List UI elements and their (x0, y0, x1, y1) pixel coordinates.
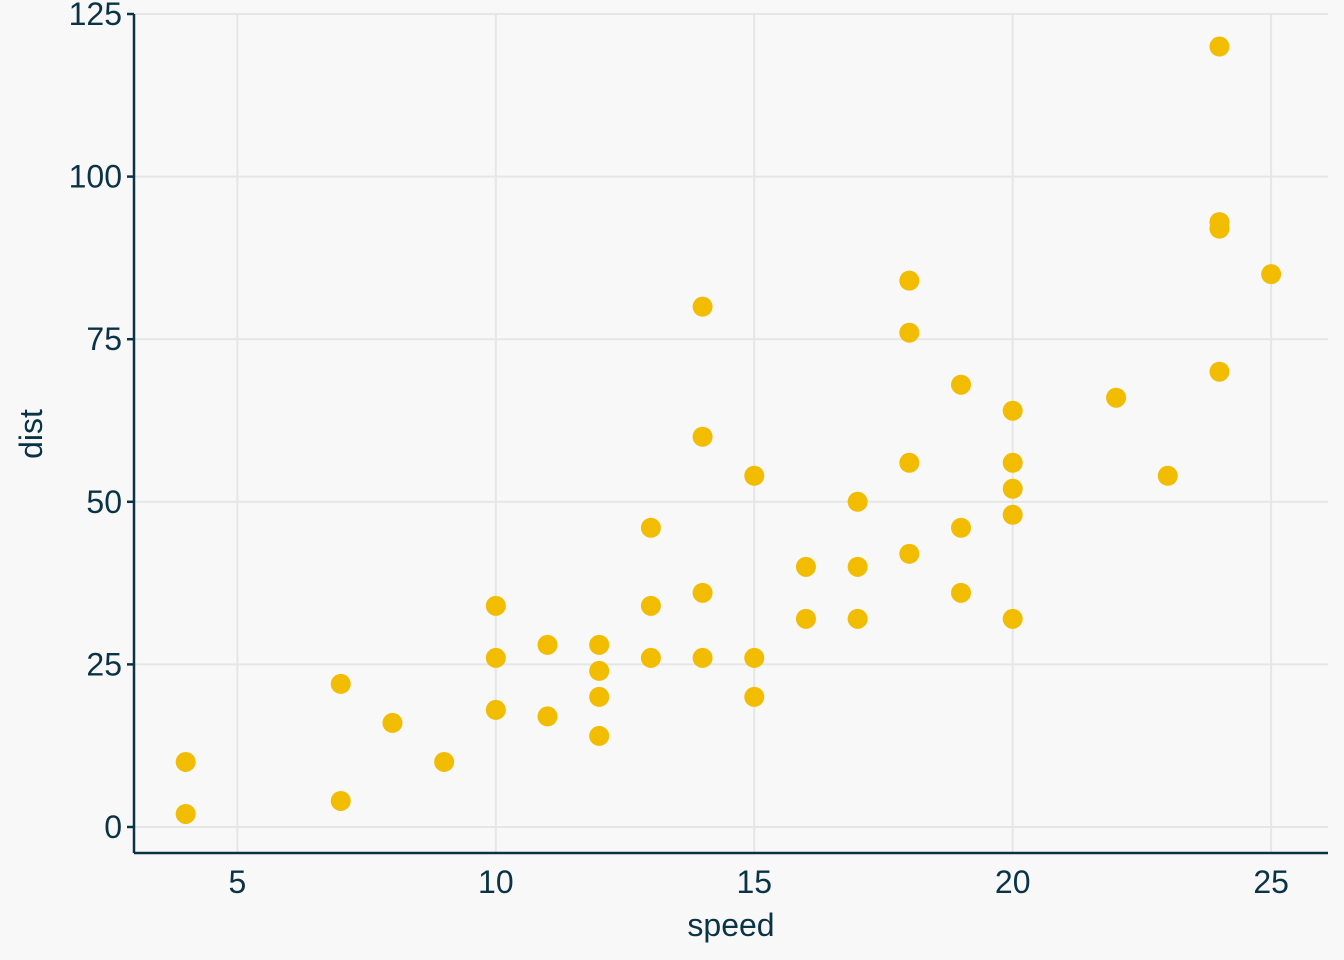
data-point (1209, 36, 1230, 57)
data-point (1002, 400, 1023, 421)
data-point (899, 270, 920, 291)
data-point (951, 374, 972, 395)
data-point (589, 634, 610, 655)
data-point (1002, 608, 1023, 629)
data-point (485, 595, 506, 616)
data-point (1002, 478, 1023, 499)
data-point (847, 608, 868, 629)
data-point (1209, 212, 1230, 233)
data-point (589, 686, 610, 707)
data-point (744, 647, 765, 668)
y-tick-label: 25 (86, 646, 122, 682)
data-point (640, 595, 661, 616)
data-point (899, 543, 920, 564)
data-point (744, 465, 765, 486)
data-point (795, 608, 816, 629)
data-point (640, 517, 661, 538)
data-point (640, 647, 661, 668)
data-point (589, 725, 610, 746)
data-point (330, 673, 351, 694)
data-point (847, 491, 868, 512)
x-tick-label: 5 (228, 864, 246, 900)
data-point (899, 322, 920, 343)
data-point (899, 452, 920, 473)
data-point (692, 296, 713, 317)
x-axis-title: speed (687, 907, 774, 943)
y-tick-label: 125 (69, 0, 122, 32)
data-point (175, 751, 196, 772)
y-tick-label: 75 (86, 321, 122, 357)
data-point (175, 803, 196, 824)
y-tick-label: 100 (69, 159, 122, 195)
point-layer (175, 36, 1282, 824)
axis-layer: 5 10 15 20 25 0 25 50 75 100 125 (69, 0, 1328, 900)
data-point (330, 790, 351, 811)
data-point (951, 582, 972, 603)
data-point (382, 712, 403, 733)
x-tick-label: 10 (478, 864, 514, 900)
data-point (692, 582, 713, 603)
data-point (434, 751, 455, 772)
data-point (485, 699, 506, 720)
data-point (1209, 361, 1230, 382)
data-point (1157, 465, 1178, 486)
data-point (951, 517, 972, 538)
data-point (744, 686, 765, 707)
data-point (485, 647, 506, 668)
data-point (795, 556, 816, 577)
data-point (692, 426, 713, 447)
y-axis-title: dist (13, 409, 49, 459)
y-tick-label: 0 (104, 809, 122, 845)
data-point (692, 647, 713, 668)
data-point (1106, 387, 1127, 408)
data-point (537, 706, 558, 727)
x-tick-label: 20 (995, 864, 1031, 900)
data-point (1261, 264, 1282, 285)
data-point (1002, 504, 1023, 525)
grid-layer (134, 13, 1328, 853)
data-point (589, 660, 610, 681)
x-tick-label: 15 (736, 864, 772, 900)
data-point (847, 556, 868, 577)
x-tick-label: 25 (1253, 864, 1289, 900)
data-point (537, 634, 558, 655)
y-tick-label: 50 (86, 484, 122, 520)
data-point (1002, 452, 1023, 473)
